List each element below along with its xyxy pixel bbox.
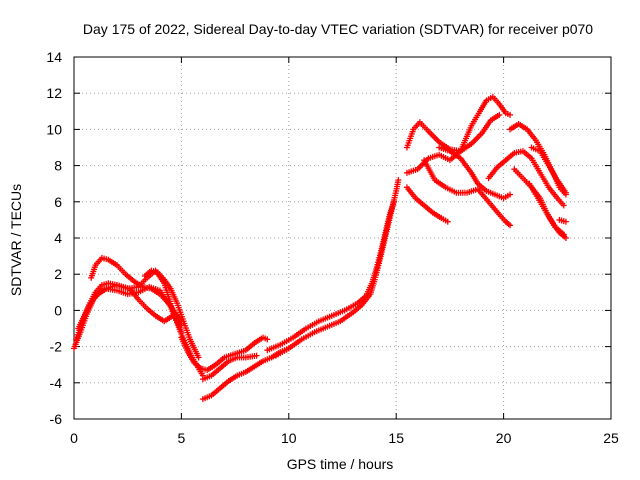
data-point (562, 218, 569, 225)
x-tick-label: 15 (388, 430, 404, 446)
y-tick-label: 2 (54, 266, 62, 282)
y-tick-label: 4 (54, 230, 62, 246)
data-point (496, 111, 503, 118)
data-point (264, 336, 271, 343)
x-tick-label: 0 (70, 430, 78, 446)
y-tick-label: 0 (54, 302, 62, 318)
data-point (195, 354, 202, 361)
data-points (71, 93, 569, 403)
grid (74, 57, 611, 419)
data-point (560, 202, 567, 209)
x-tick-labels: 0 5 10 15 20 25 (70, 430, 619, 446)
y-tick-label: -4 (50, 375, 63, 391)
y-tick-label: 14 (46, 49, 62, 65)
y-tick-label: -2 (50, 339, 63, 355)
y-tick-label: -6 (50, 411, 63, 427)
data-point (562, 235, 569, 241)
data-point (444, 218, 451, 225)
axis-ticks (73, 56, 612, 420)
y-axis-label: SDTVAR / TECUs (8, 184, 24, 296)
data-point (507, 111, 514, 118)
data-point (507, 191, 514, 198)
x-tick-label: 5 (178, 430, 186, 446)
x-axis-label: GPS time / hours (287, 456, 394, 472)
y-tick-label: 6 (54, 194, 62, 210)
chart-title: Day 175 of 2022, Sidereal Day-to-day VTE… (83, 21, 593, 37)
y-tick-label: 10 (46, 121, 62, 137)
data-point (253, 352, 260, 359)
data-point (178, 329, 185, 336)
y-tick-label: 8 (54, 158, 62, 174)
x-tick-label: 25 (603, 430, 619, 446)
y-tick-label: 12 (46, 85, 62, 101)
data-point (562, 189, 569, 196)
x-tick-label: 20 (496, 430, 512, 446)
y-tick-labels: -6 -4 -2 0 2 4 6 8 10 12 14 (46, 49, 62, 427)
data-point (395, 177, 402, 184)
data-point (507, 222, 514, 229)
x-tick-label: 10 (281, 430, 297, 446)
